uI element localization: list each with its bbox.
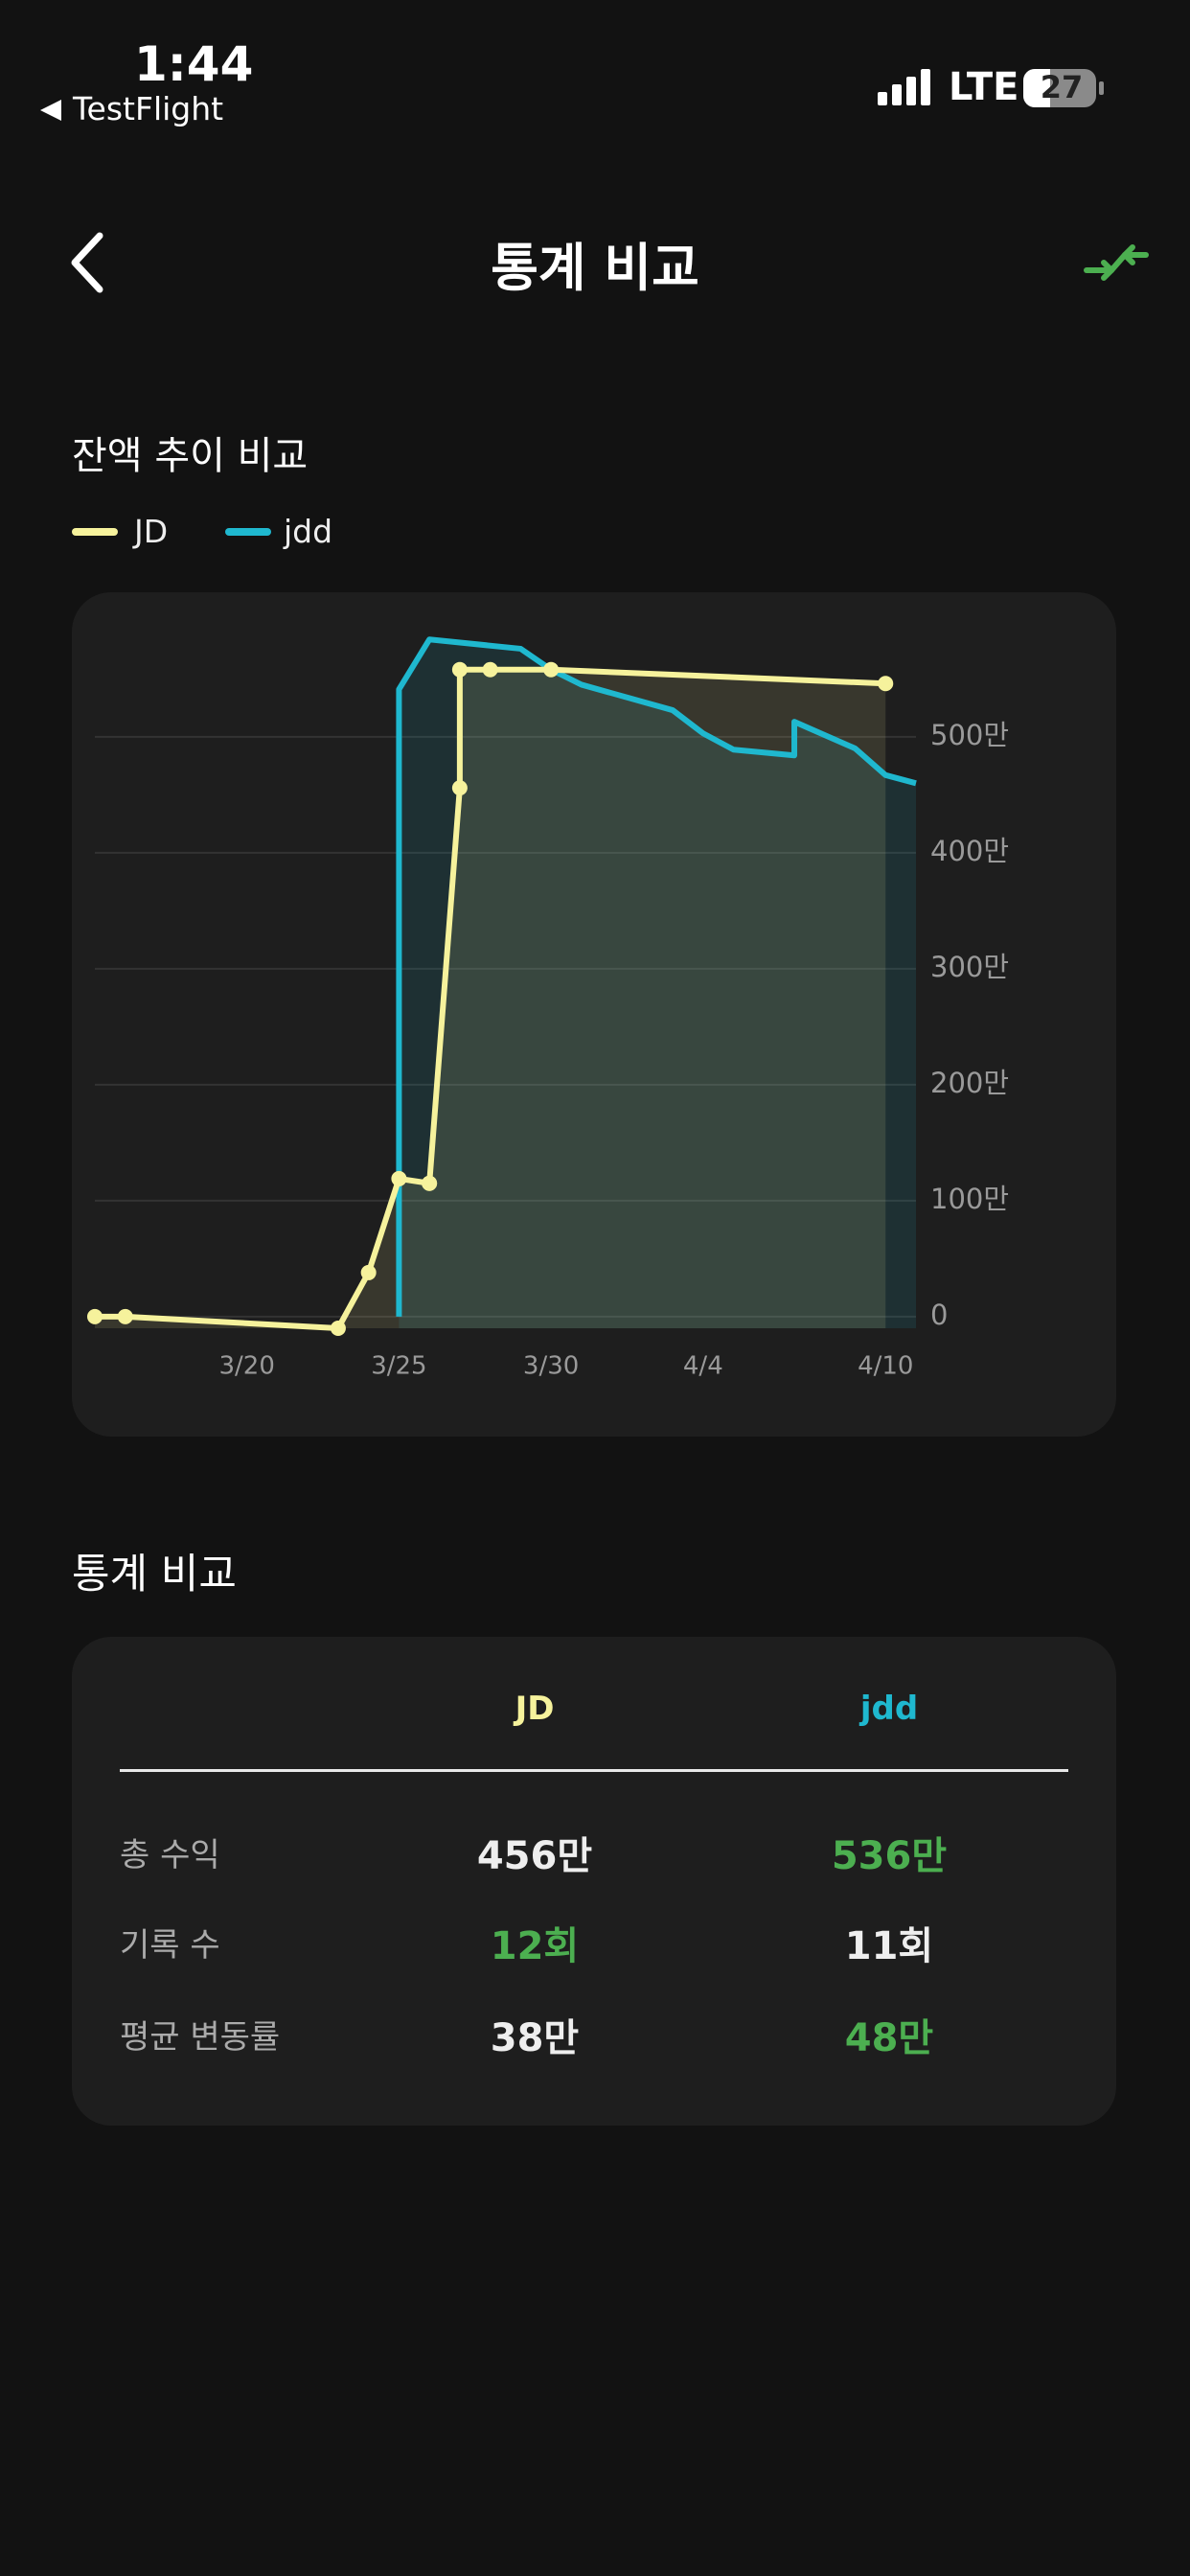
- y-tick-label: 0: [930, 1299, 948, 1331]
- point: [482, 661, 498, 678]
- y-tick-label: 100만: [930, 1183, 1009, 1215]
- y-tick-label: 400만: [930, 835, 1009, 867]
- area: [399, 639, 916, 1328]
- chart: 0 100만 200만 300만 400만 500만 3/20 3/25 3/30 4/4 4/10: [87, 636, 1009, 1381]
- x-tick-label: 4/4: [683, 1352, 723, 1381]
- point: [543, 661, 560, 678]
- chart-card: [72, 592, 1116, 1437]
- page-title: 통계 비교: [491, 238, 699, 298]
- point: [451, 661, 468, 678]
- legend-label: JD: [134, 513, 169, 550]
- x-tick-label: 3/30: [523, 1352, 579, 1381]
- battery-icon: [1023, 69, 1104, 107]
- cell: 456만: [476, 1834, 593, 1878]
- back-arrow-small[interactable]: [38, 96, 67, 125]
- cell: 38만: [490, 2016, 580, 2060]
- x-tick-label: 3/25: [371, 1352, 426, 1381]
- legend-label: jdd: [284, 513, 333, 550]
- line: [396, 636, 917, 1317]
- x-tick-label: 4/10: [858, 1352, 913, 1381]
- point: [117, 1308, 133, 1324]
- cell: 536만: [831, 1834, 948, 1878]
- x-tick-label: 3/20: [219, 1352, 275, 1381]
- area: [95, 669, 886, 1328]
- legend-swatch: [225, 528, 271, 536]
- y-tick-label: 500만: [930, 719, 1009, 751]
- stats-card: [72, 1637, 1116, 2126]
- cell: 12회: [490, 1924, 580, 1968]
- section-title: 통계 비교: [72, 1551, 237, 1598]
- point: [87, 1308, 103, 1324]
- row-label: 총 수익: [120, 1836, 220, 1874]
- signal-icon: [878, 69, 930, 105]
- back-button[interactable]: [63, 230, 111, 297]
- section-title: 잔액 추이 비교: [72, 434, 309, 478]
- y-tick-label: 200만: [930, 1067, 1009, 1099]
- cell: 48만: [844, 2016, 934, 2060]
- point: [360, 1264, 377, 1280]
- back-app-link[interactable]: TestFlight: [73, 90, 224, 127]
- point: [391, 1170, 407, 1186]
- y-tick-label: 300만: [930, 951, 1009, 983]
- divider: [120, 1769, 1068, 1772]
- legend-swatch: [72, 528, 118, 536]
- point: [330, 1321, 346, 1336]
- point: [451, 780, 468, 796]
- column-header: jdd: [859, 1690, 919, 1728]
- point: [878, 676, 894, 692]
- battery-level: 27: [1040, 69, 1084, 105]
- column-header: JD: [515, 1690, 555, 1728]
- row-label: 평균 변동률: [120, 2018, 281, 2057]
- network-type: LTE: [949, 65, 1019, 109]
- clock: 1:44: [134, 36, 254, 92]
- row-label: 기록 수: [120, 1926, 220, 1965]
- point: [422, 1175, 438, 1191]
- compare-button[interactable]: [1083, 238, 1152, 288]
- cell: 11회: [844, 1924, 934, 1968]
